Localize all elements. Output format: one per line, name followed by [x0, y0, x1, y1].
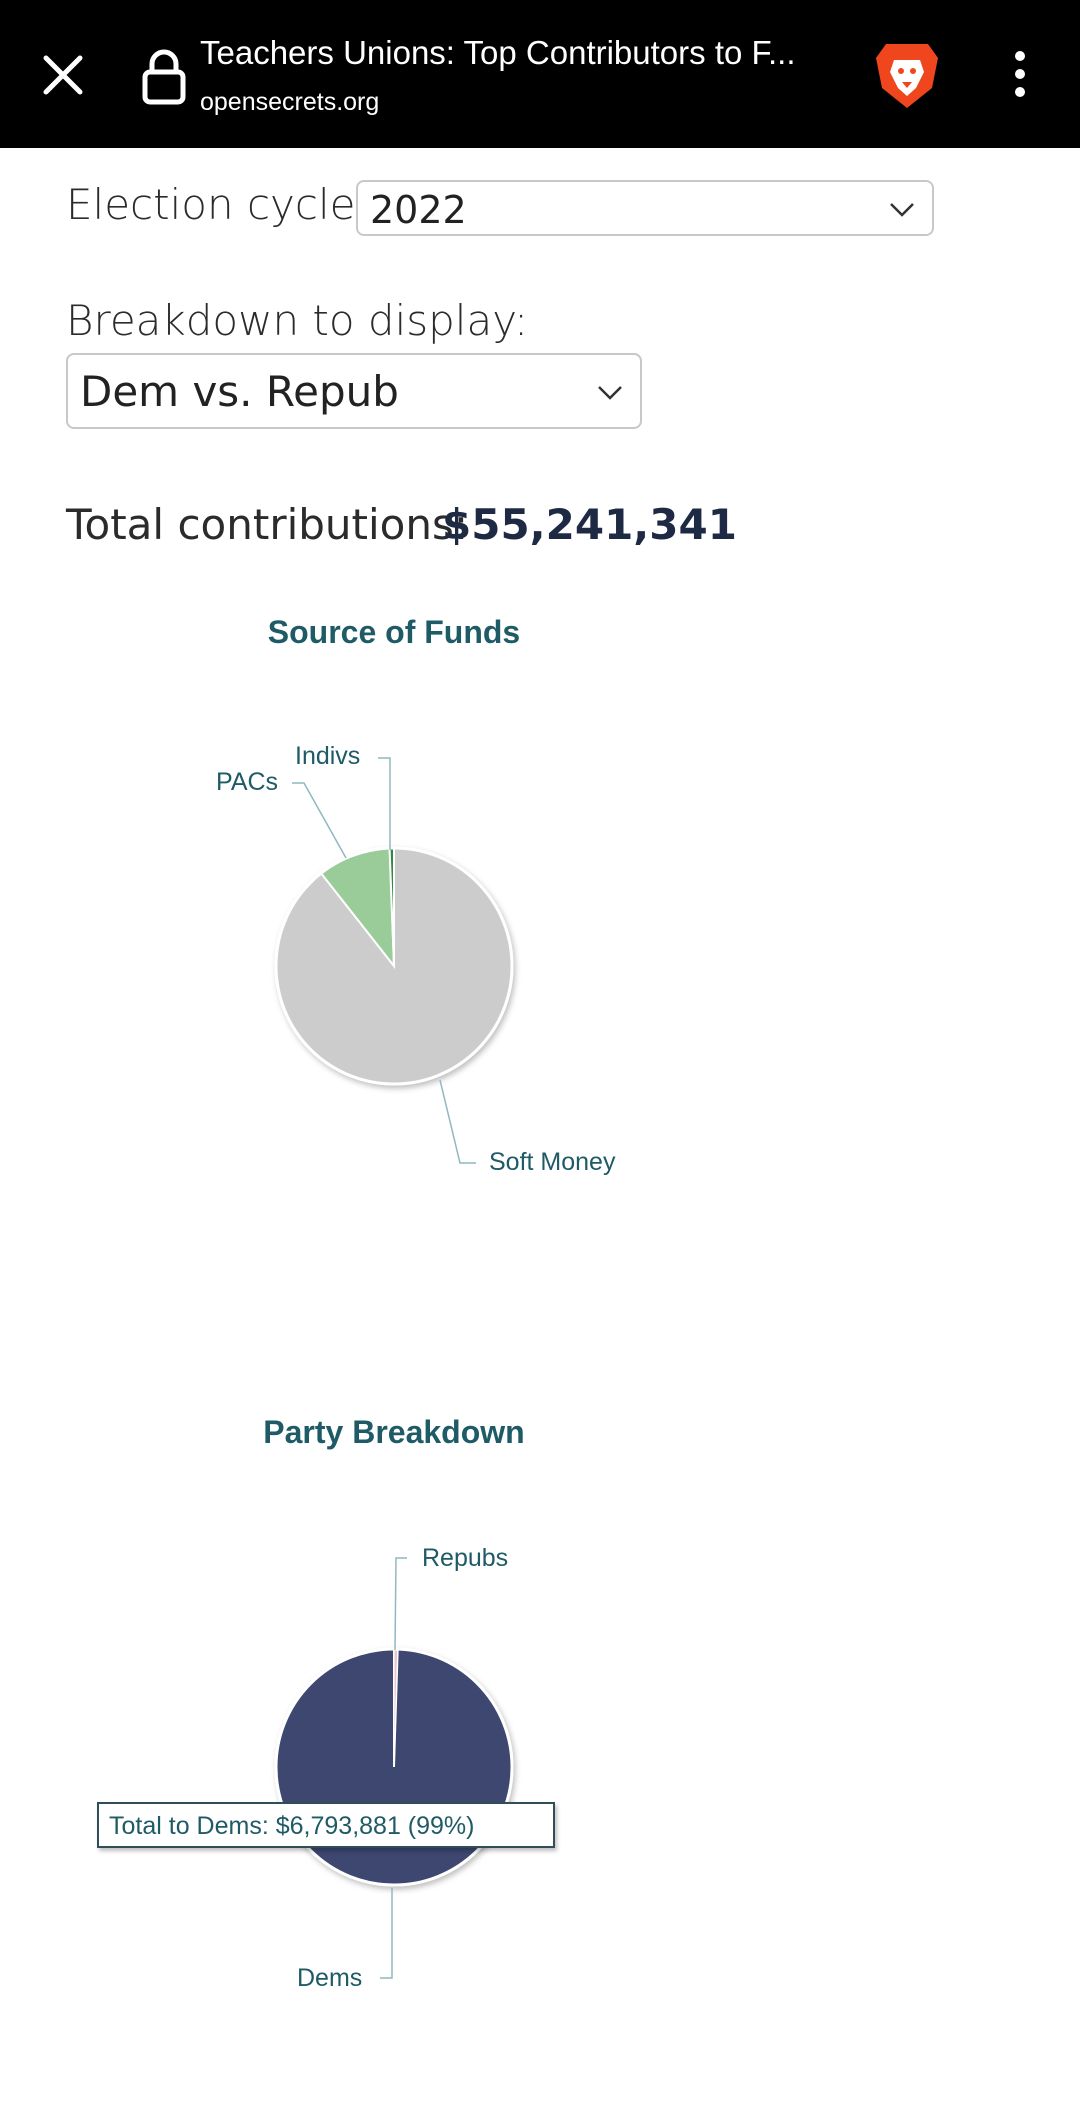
pie-label-indivs: Indivs	[295, 742, 361, 770]
pie-outline	[274, 846, 514, 1086]
page-title[interactable]: Teachers Unions: Top Contributors to F..…	[200, 34, 796, 71]
pie-slice-indivs[interactable]	[388, 846, 395, 967]
election-cycle-label: Election cycle:	[66, 180, 370, 229]
total-contributions-value: $55,241,341	[442, 500, 737, 549]
leader-line-dems	[380, 1888, 393, 1979]
page-domain[interactable]: opensecrets.org	[200, 88, 380, 116]
pie-label-repubs: Repubs	[422, 1544, 509, 1572]
chevron-down-icon	[598, 386, 622, 400]
pie-label-pacs: PACs	[216, 768, 279, 796]
pie-slice-dems[interactable]	[274, 1647, 513, 1886]
leader-line-pacs	[292, 782, 347, 859]
close-icon[interactable]	[34, 40, 94, 108]
brave-lion-icon[interactable]	[872, 38, 942, 112]
browser-toolbar: Teachers Unions: Top Contributors to F..…	[0, 0, 1080, 148]
pie-label-soft-money: Soft Money	[489, 1148, 616, 1176]
pie-outline	[274, 1647, 514, 1887]
leader-line-repubs	[394, 1557, 407, 1651]
pie-label-dems: Dems	[297, 1964, 363, 1992]
leader-line-soft-money	[439, 1079, 476, 1164]
chart-tooltip: Total to Dems: $6,793,881 (99%)	[97, 1802, 555, 1848]
pie-slice-repubs[interactable]	[393, 1648, 399, 1768]
chevron-down-icon	[890, 203, 914, 217]
election-cycle-value: 2022	[370, 188, 467, 232]
breakdown-select[interactable]: Dem vs. Repub	[66, 353, 642, 429]
pie-slice-soft-money[interactable]	[275, 846, 513, 1085]
breakdown-value: Dem vs. Repub	[80, 367, 399, 416]
overflow-menu-icon[interactable]	[1000, 46, 1040, 102]
breakdown-label: Breakdown to display:	[66, 296, 529, 345]
pie-slice-pacs[interactable]	[319, 847, 396, 970]
chart-title-party-breakdown: Party Breakdown	[263, 1414, 525, 1450]
chart-title-source-of-funds: Source of Funds	[267, 614, 521, 650]
lock-icon[interactable]	[140, 46, 188, 106]
election-cycle-select[interactable]: 2022	[356, 180, 934, 236]
total-contributions-label: Total contributions:	[66, 500, 469, 549]
leader-line-indivs	[378, 757, 391, 850]
